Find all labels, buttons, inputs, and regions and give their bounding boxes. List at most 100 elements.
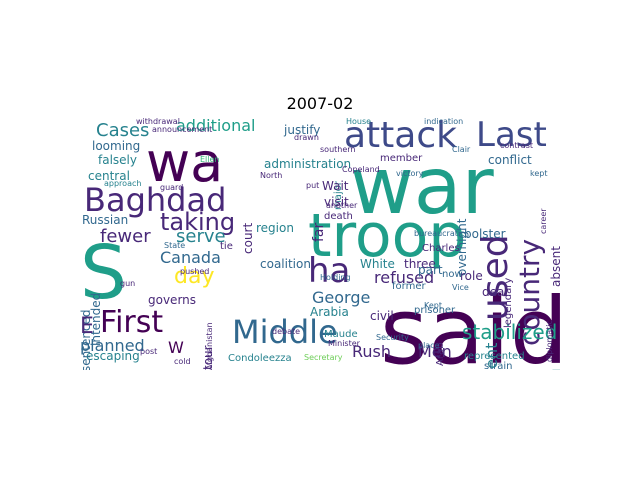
cloud-word: region [256,221,294,235]
cloud-word: escaping [86,349,140,363]
cloud-word: Cases [96,120,150,141]
cloud-word: House [346,118,372,126]
cloud-word: wa [146,131,224,194]
cloud-word: visit [324,195,349,209]
cloud-word: Middle [232,313,338,351]
cloud-word: taking [160,208,236,236]
cloud-word: tie [220,241,233,252]
cloud-word: Vice [452,283,469,292]
cloud-word: Ellen [200,155,220,164]
cloud-word: southern [320,145,356,154]
cloud-word: coalition [260,257,311,271]
cloud-word: drawn [294,133,319,142]
cloud-word: legendary [503,277,514,328]
cloud-word: First [100,305,164,340]
cloud-word: Rush [352,342,392,361]
cloud-word: administration [264,157,352,171]
cloud-word: troop [308,201,467,271]
cloud-word: strain [484,361,513,371]
cloud-word: Holding [320,273,351,282]
cloud-word: falsely [98,153,137,167]
cloud-word: place [418,341,440,350]
cloud-word: far [311,222,327,242]
cloud-word: Kept [424,301,442,310]
cloud-word: part [418,263,443,277]
cloud-word: serve [176,226,226,247]
cloud-word: conflict [488,153,532,167]
cloud-word: bureaucratic [414,229,465,238]
cloud-word: day [174,264,215,289]
cloud-word: former [392,281,426,292]
cloud-word: White [360,257,395,271]
cloud-word: E [80,314,94,339]
cloud-word: justify [284,123,321,137]
cloud-word: another [326,201,358,210]
cloud-word: Russian [82,213,129,227]
cloud-word: deal [482,285,508,299]
cloud-word: role [460,269,483,283]
cloud-word: now [442,269,463,280]
cloud-word: Arabia [310,305,349,319]
cloud-word: S [80,230,127,316]
cloud-word: Last [476,118,547,155]
cloud-word: W [168,338,184,357]
cloud-word: career [539,208,548,234]
cloud-word: member [380,153,423,164]
cloud-word: announcement [152,125,213,134]
cloud-word: ha [308,251,351,291]
cloud-word: additional [176,118,256,135]
cloud-word: Maude [324,329,358,340]
cloud-word: war [350,142,494,232]
cloud-word: Canada [160,248,221,267]
cloud-word: George [312,288,371,307]
cloud-word: three [404,257,436,271]
cloud-word: Security [376,333,409,342]
cloud-word: absent [549,246,560,287]
cloud-word: bolster [464,227,506,241]
cloud-word: Baghdad [84,181,227,219]
cloud-word: post [140,347,158,356]
cloud-word: said [380,278,560,371]
cloud-word: put [306,181,320,190]
cloud-word: victory [396,169,424,178]
cloud-word: looming [92,139,141,153]
cloud-word: Minister [328,339,360,348]
chart-title: 2007-02 [286,94,354,113]
word-cloud: IransaidwartroopSwaattackLastBaghdadused… [80,118,560,370]
cloud-word: gun [120,279,136,288]
cloud-word: civil [370,309,394,323]
cloud-word: central [88,169,130,183]
cloud-word: refused [374,268,435,287]
cloud-word: kept [530,169,548,178]
cloud-word: cold [174,357,191,366]
cloud-word: Copeland [342,165,380,174]
cloud-word: guard [160,183,184,192]
cloud-word: Men [418,342,452,361]
cloud-word: Clair [452,145,471,154]
cloud-word: North [260,171,283,180]
cloud-word: represented [464,351,525,362]
cloud-word: indication [424,118,464,126]
cloud-word: Charles [422,243,460,254]
cloud-word: contrast [500,141,533,150]
cloud-word: governs [148,293,197,307]
cloud-word: Secretary [304,353,343,362]
cloud-word: stabilized [462,320,558,344]
cloud-word: debate [272,327,301,336]
cloud-word: Condoleezza [228,353,292,364]
cloud-word: prisoner [414,305,456,316]
cloud-word: Wait [322,179,349,193]
cloud-word: planned [80,336,145,355]
cloud-word: death [324,211,353,222]
cloud-word: bilateral [551,369,560,370]
cloud-word: approach [104,179,142,188]
cloud-word: withdrawal [136,118,180,126]
cloud-word: fewer [100,226,151,247]
cloud-word: State [164,241,186,250]
cloud-word: diplomatic [545,320,554,362]
cloud-word: Afghanistan [205,322,214,370]
cloud-word: court [241,222,255,254]
cloud-word: pushed [180,267,210,276]
cloud-word: attack [344,118,457,156]
